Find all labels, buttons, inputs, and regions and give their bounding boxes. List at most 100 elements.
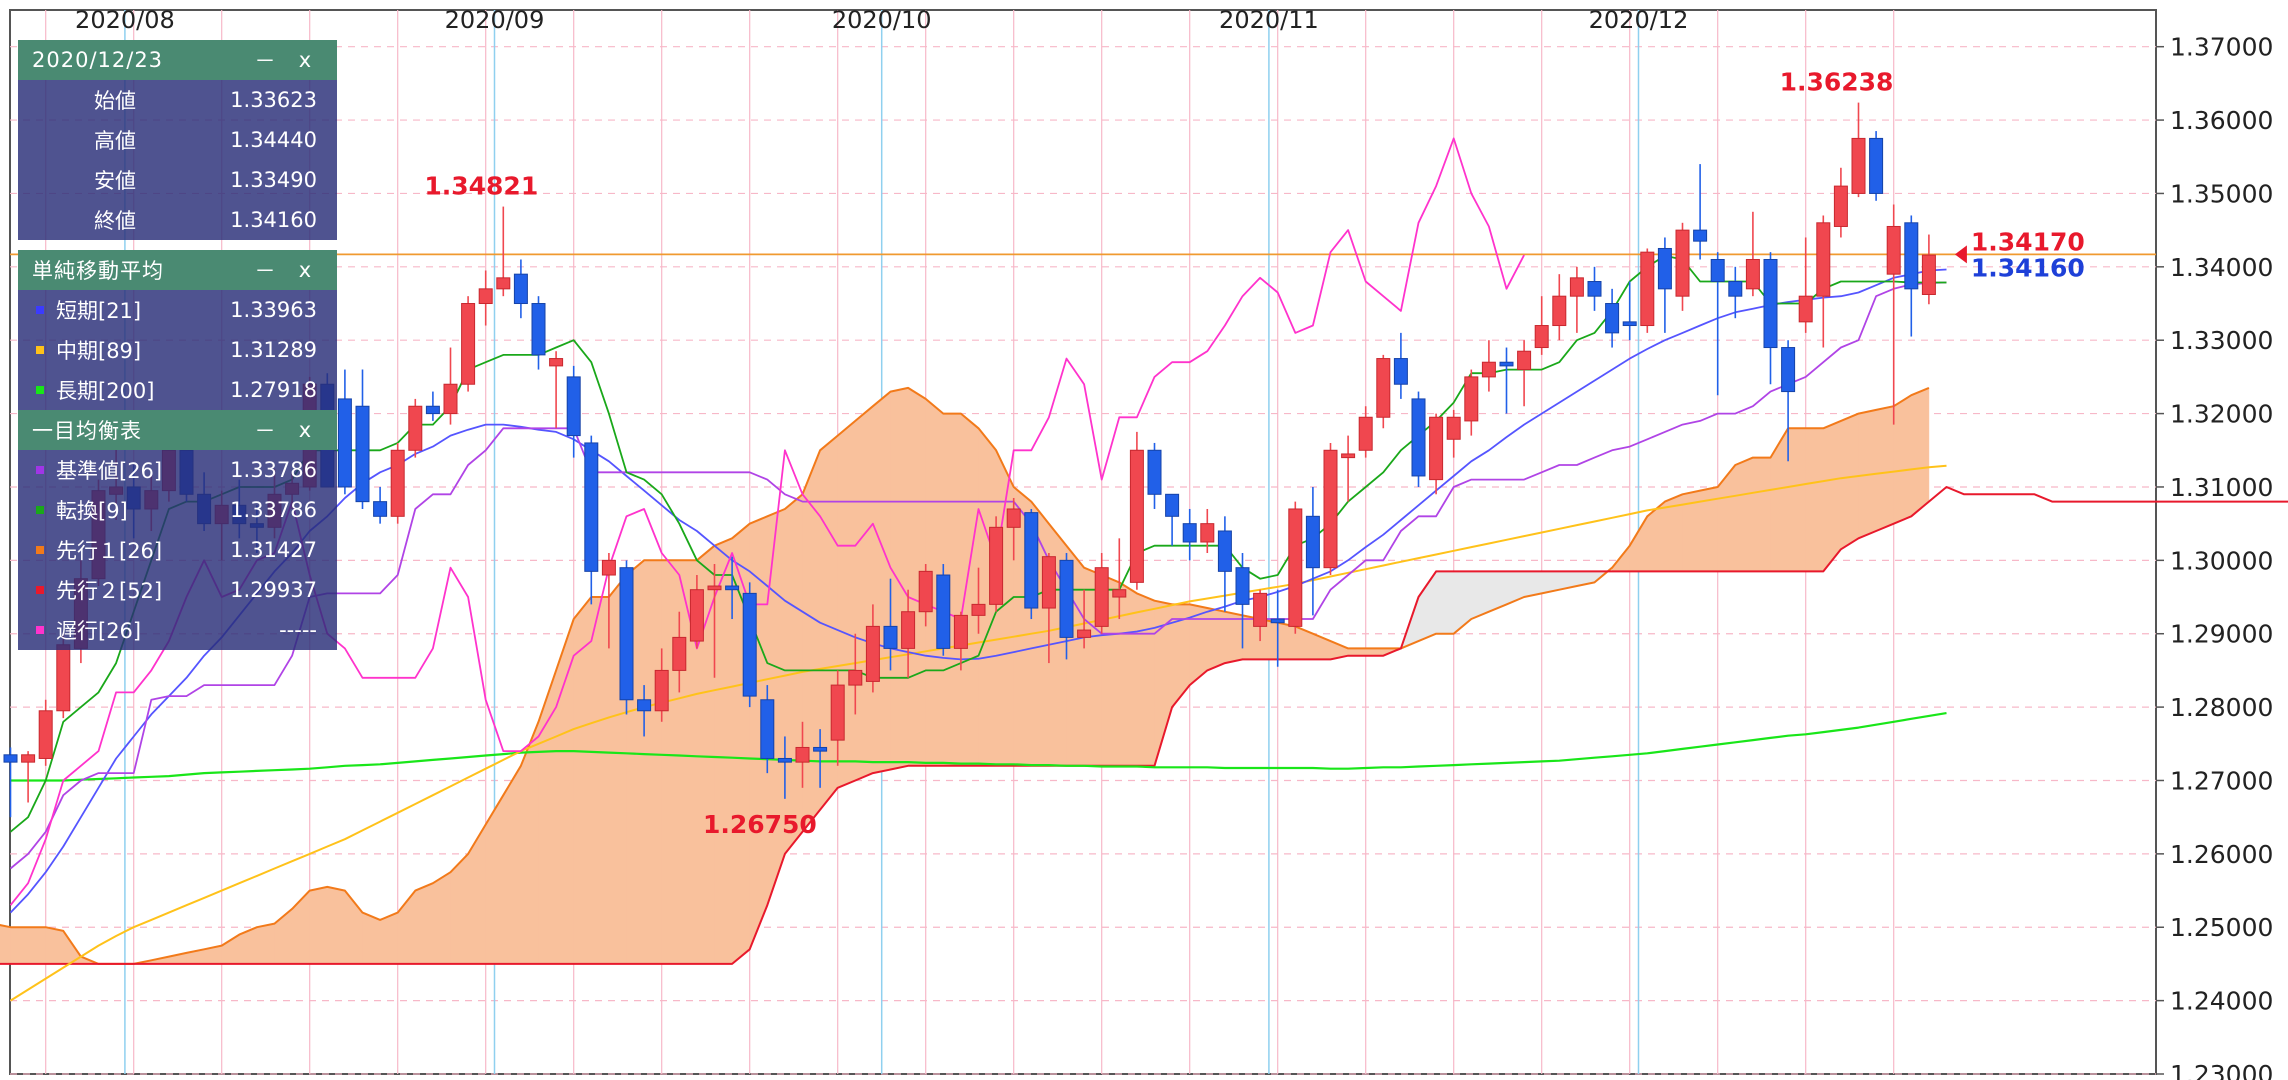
- candle-body: [1781, 347, 1796, 393]
- candle: [390, 442, 405, 524]
- cloud-segment: [1752, 457, 1771, 572]
- candle: [38, 699, 53, 766]
- candle-body: [1675, 229, 1690, 297]
- candle: [1024, 508, 1039, 620]
- candle-body: [1869, 137, 1884, 194]
- cloud-segment: [643, 560, 663, 965]
- candle: [725, 556, 740, 620]
- ohlc-value: 1.34440: [230, 128, 317, 152]
- candle: [848, 633, 863, 715]
- candle-body: [1446, 416, 1461, 440]
- candle-body: [936, 574, 951, 649]
- cloud-segment: [1735, 457, 1754, 572]
- candle-body: [1200, 523, 1215, 543]
- candle: [1869, 131, 1884, 201]
- candle: [1499, 347, 1514, 414]
- candle-body: [1305, 515, 1320, 569]
- ohlc-label: 終値: [94, 209, 136, 233]
- y-tick-label: 1.36000: [2170, 106, 2273, 135]
- cloud-segment: [362, 912, 381, 965]
- candle: [1059, 553, 1074, 660]
- candle-body: [1728, 281, 1743, 297]
- candle: [760, 685, 775, 774]
- candle: [1147, 442, 1162, 509]
- candle: [1657, 237, 1672, 333]
- y-tick-label: 1.34000: [2170, 253, 2273, 282]
- candle: [1446, 409, 1461, 458]
- candle-body: [742, 592, 757, 697]
- cloud-segment: [309, 886, 328, 965]
- minimize-button[interactable]: －: [254, 419, 276, 443]
- candle-body: [1499, 361, 1514, 367]
- ohlc-label: 安値: [94, 169, 136, 193]
- candle-body: [1587, 281, 1602, 297]
- candle-body: [1112, 589, 1127, 598]
- candle-body: [707, 585, 722, 591]
- candle-body: [373, 501, 388, 517]
- candle: [953, 611, 968, 671]
- cloud-segment: [0, 924, 11, 965]
- close-button[interactable]: x: [298, 258, 312, 282]
- close-button[interactable]: x: [298, 418, 312, 442]
- ichimoku-value: 1.33786: [230, 458, 317, 482]
- candle-body: [654, 669, 669, 712]
- x-axis: 2020/08 2020/09 2020/10 2020/11 2020/12: [75, 6, 1688, 34]
- cloud-segment: [1805, 427, 1824, 572]
- candle-body: [1393, 358, 1408, 385]
- sma-row: 長期[200] 1.27918: [18, 370, 337, 410]
- candle-body: [1569, 277, 1584, 297]
- x-month-label: 2020/12: [1589, 6, 1689, 34]
- minimize-button[interactable]: －: [254, 259, 276, 283]
- candle: [1358, 406, 1373, 458]
- candle: [1376, 354, 1391, 429]
- ohlc-row: 高値 1.34440: [18, 120, 337, 160]
- cloud-segment: [1911, 387, 1930, 517]
- candle: [1305, 486, 1320, 616]
- x-month-label: 2020/10: [832, 6, 932, 34]
- candle-body: [1041, 556, 1056, 609]
- candle-body: [1517, 350, 1532, 371]
- candle: [1464, 369, 1479, 436]
- candle: [1094, 553, 1109, 634]
- minimize-button[interactable]: －: [254, 49, 276, 73]
- cloud-segment: [960, 412, 979, 767]
- sma-value: 1.31289: [230, 338, 317, 362]
- candle: [901, 589, 916, 678]
- cloud-segment: [802, 450, 821, 833]
- legend-swatch: [36, 466, 44, 474]
- candle: [1728, 266, 1743, 319]
- candle-body: [3, 754, 18, 763]
- candle: [1129, 431, 1144, 590]
- candle-body: [549, 358, 564, 367]
- candle: [21, 751, 36, 803]
- ichimoku-row: 転換[9] 1.33786: [18, 490, 337, 530]
- candle: [637, 685, 652, 737]
- y-tick-label: 1.26000: [2170, 840, 2273, 869]
- ichimoku-value: -----: [279, 618, 317, 642]
- candle: [777, 736, 792, 799]
- candle: [707, 564, 722, 678]
- candle: [1781, 340, 1796, 462]
- cloud-segment: [995, 450, 1015, 767]
- cloud-segment: [256, 923, 275, 965]
- candle-body: [901, 611, 916, 649]
- candle-body: [1253, 592, 1268, 627]
- candle: [1622, 281, 1637, 341]
- candle-body: [1429, 416, 1444, 481]
- cloud-segment: [326, 886, 346, 965]
- close-button[interactable]: x: [298, 48, 312, 72]
- candle-body: [1552, 295, 1567, 327]
- legend-swatch: [36, 506, 44, 514]
- sma-long-line: [10, 712, 1947, 782]
- candle-body: [1921, 254, 1936, 295]
- candle-body: [813, 746, 828, 752]
- current-price-label: 1.34160: [1971, 253, 2085, 282]
- y-tick-label: 1.24000: [2170, 987, 2273, 1016]
- cloud-segment: [854, 405, 874, 781]
- candle-body: [637, 699, 652, 712]
- candle-body: [1182, 523, 1197, 543]
- sma-mid-line: [9, 464, 1947, 1002]
- candle-body: [461, 303, 476, 385]
- candle-body: [1622, 321, 1637, 327]
